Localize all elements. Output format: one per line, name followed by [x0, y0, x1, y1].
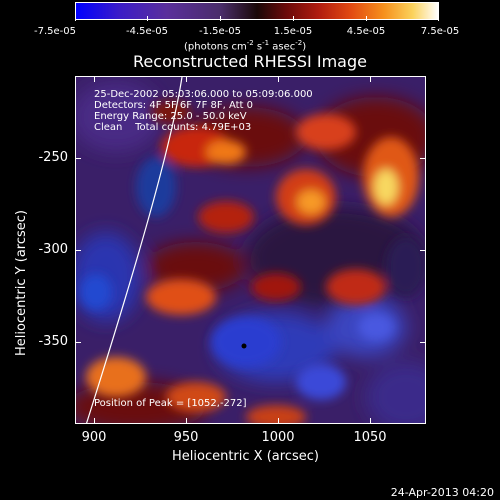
- y-tick: [420, 342, 426, 343]
- y-tick-label: -300: [38, 242, 68, 257]
- method-counts: Clean Total counts: 4.79E+03: [94, 122, 252, 133]
- x-tick: [186, 76, 187, 82]
- colorbar-units: (photons cm-2 s-1 asec-2): [184, 39, 307, 53]
- colorbar-tick: [293, 16, 294, 21]
- colorbar-tick: [366, 16, 367, 21]
- y-tick-label: -250: [38, 150, 68, 165]
- colorbar-tick: [220, 16, 221, 21]
- colorbar-label: 1.5e-05: [273, 26, 313, 37]
- image-title: Reconstructed RHESSI Image: [133, 52, 367, 71]
- colorbar-label: -1.5e-05: [199, 26, 241, 37]
- y-axis-title: Heliocentric Y (arcsec): [14, 210, 29, 356]
- x-tick: [278, 418, 279, 424]
- x-tick: [94, 418, 95, 424]
- x-tick-label: 950: [173, 430, 199, 445]
- x-tick: [278, 76, 279, 82]
- y-tick: [75, 250, 81, 251]
- colorbar-tick: [147, 16, 148, 21]
- x-axis-title: Heliocentric X (arcsec): [172, 449, 319, 464]
- x-tick-label: 1000: [261, 430, 295, 445]
- x-tick: [370, 418, 371, 424]
- rhessi-heatmap: [76, 77, 425, 423]
- y-tick: [420, 158, 426, 159]
- colorbar-label: -7.5e-05: [34, 26, 76, 37]
- y-tick: [75, 342, 81, 343]
- colorbar-label: 7.5e-05: [420, 26, 460, 37]
- x-tick-label: 900: [81, 430, 107, 445]
- peak-marker: [241, 343, 247, 349]
- x-tick: [370, 76, 371, 82]
- x-tick: [94, 76, 95, 82]
- y-tick: [75, 158, 81, 159]
- detectors-info: Detectors: 4F 5F 6F 7F 8F, Att 0: [94, 100, 254, 111]
- colorbar-label: 4.5e-05: [346, 26, 386, 37]
- peak-position: Position of Peak = [1052,-272]: [94, 398, 247, 409]
- colorbar-label: -4.5e-05: [126, 26, 168, 37]
- time-range: 25-Dec-2002 05:03:06.000 to 05:09:06.000: [94, 89, 313, 100]
- x-tick-label: 1050: [353, 430, 387, 445]
- y-tick: [420, 250, 426, 251]
- y-tick-label: -350: [38, 334, 68, 349]
- solar-limb: [86, 77, 183, 423]
- x-tick: [186, 418, 187, 424]
- colorbar-tick: [75, 16, 76, 21]
- colorbar-tick: [438, 16, 439, 21]
- colorbar: [75, 2, 439, 20]
- timestamp: 24-Apr-2013 04:20: [390, 486, 494, 499]
- energy-range: Energy Range: 25.0 - 50.0 keV: [94, 111, 247, 122]
- rhessi-image: 25-Dec-2002 05:03:06.000 to 05:09:06.000…: [75, 76, 426, 424]
